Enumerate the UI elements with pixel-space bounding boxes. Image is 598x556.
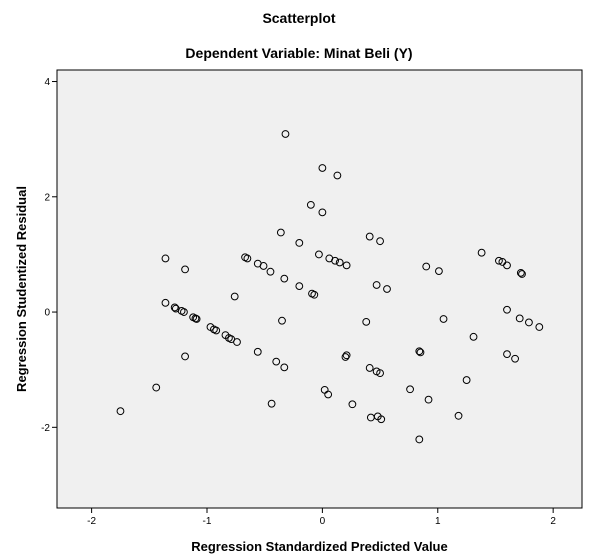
x-tick-label: 2 (550, 516, 556, 527)
x-axis-title: Regression Standardized Predicted Value (191, 539, 447, 554)
y-tick-label: 4 (44, 77, 50, 88)
y-tick-label: 0 (44, 308, 50, 319)
y-axis-title: Regression Studentized Residual (14, 186, 29, 392)
x-tick-label: -2 (87, 516, 96, 527)
x-tick-label: -1 (203, 516, 212, 527)
y-tick-label: -2 (41, 423, 50, 434)
y-tick-label: 2 (44, 192, 50, 203)
plot-area (57, 70, 582, 508)
x-tick-label: 1 (435, 516, 441, 527)
x-tick-label: 0 (320, 516, 326, 527)
